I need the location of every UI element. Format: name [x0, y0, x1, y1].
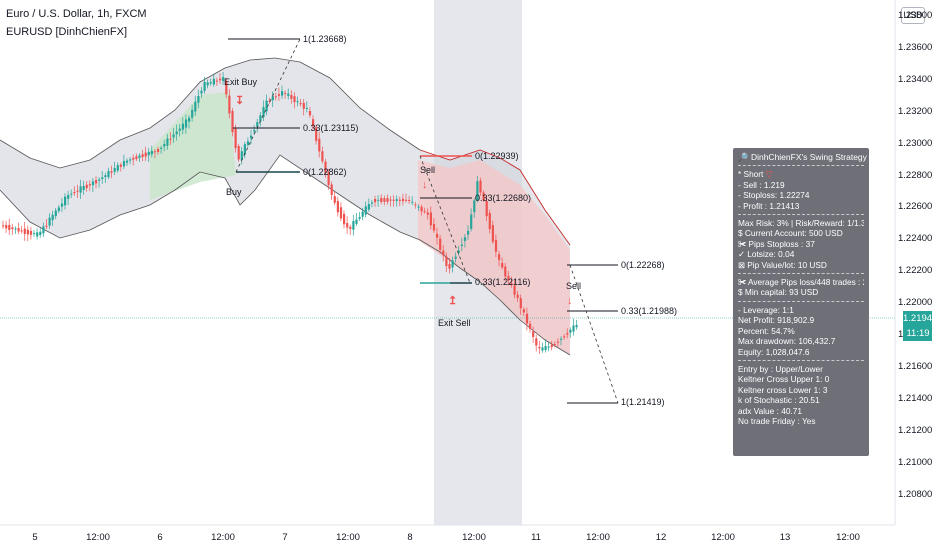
pips-stoploss-value: ✀ Pips Stoploss : 37	[738, 238, 815, 249]
time-tick: 12:00	[586, 532, 610, 543]
indicator-label[interactable]: EURUSD [DinhChienFX]	[6, 26, 128, 38]
time-tick: 5	[32, 532, 38, 543]
arrow-down-icon: ↓	[567, 295, 573, 307]
fib-label: 0.33(1.21988)	[621, 306, 678, 316]
price-tick: 1.23800	[898, 10, 932, 21]
equity-value: Equity: 1,028,047.6	[738, 346, 810, 357]
fib-label: 1(1.23668)	[303, 34, 347, 44]
time-tick: 12:00	[336, 532, 360, 543]
sell-label: Sell	[566, 281, 582, 291]
account-value: $ Current Account: 500 USD	[738, 228, 843, 239]
buy-label: Buy	[226, 187, 242, 197]
risk-value: Max Risk: 3% | Risk/Reward: 1/1.3	[738, 218, 864, 229]
time-tick: 8	[407, 532, 413, 543]
adx-value: adx Value : 40.71	[738, 405, 802, 416]
sell-label: Sell	[420, 165, 436, 175]
time-tick: 12:00	[711, 532, 735, 543]
strategy-panel: 🔎 DinhChienFX's Swing Strategy * Short ▽…	[733, 148, 869, 456]
price-tick: 1.20800	[898, 488, 932, 500]
arrow-up-icon: ↥	[448, 295, 458, 307]
keltner-lower-value: Keltner cross Lower 1: 3	[738, 384, 828, 395]
price-tick: 1.22200	[898, 265, 932, 277]
lotsize-value: ✓ Lotsize: 0.04	[738, 249, 795, 260]
time-tick: 12:00	[211, 532, 235, 543]
time-tick: 12:00	[462, 532, 486, 543]
stoch-value: k of Stochastic : 20.51	[738, 395, 820, 406]
leverage-value: - Leverage: 1:1	[738, 304, 794, 315]
panel-title: 🔎 DinhChienFX's Swing Strategy	[738, 152, 867, 162]
price-tick: 1.22400	[898, 233, 932, 245]
arrow-down-icon: ↧	[235, 95, 245, 107]
fib-label: 0.33(1.22680)	[475, 193, 532, 203]
sell-value: - Sell : 1.219	[738, 179, 785, 190]
fib-label: 0(1.22939)	[475, 151, 519, 161]
pip-value: ⊠ Pip Value/lot: 10 USD	[738, 259, 827, 270]
fib-label: 1(1.21419)	[621, 397, 665, 407]
triangle-down-icon: ▽	[765, 169, 773, 180]
entry-value: Entry by : Upper/Lower	[738, 363, 823, 374]
price-tick: 1.21600	[898, 360, 932, 372]
chart-title: Euro / U.S. Dollar, 1h, FXCM	[6, 8, 147, 20]
time-tick: 12:00	[86, 532, 110, 543]
keltner-band	[0, 57, 571, 356]
fib-label: 0(1.22862)	[303, 167, 347, 177]
arrow-down-icon: ↓	[422, 179, 428, 191]
price-tick: 1.23000	[898, 137, 932, 149]
candles	[2, 72, 578, 355]
fib-label: 0.33(1.23115)	[303, 123, 359, 133]
price-tick: 1.21000	[898, 456, 932, 468]
fib-label: 0(1.22268)	[621, 260, 665, 270]
price-tick: 1.23400	[898, 73, 932, 85]
time-tick: 7	[282, 532, 288, 543]
price-tick: 1.21400	[898, 392, 932, 404]
exit-buy-label: Exit Buy	[224, 77, 258, 87]
profit-value: - Profit : 1.21413	[738, 200, 800, 211]
stoploss-value: - Stoploss: 1.22274	[738, 190, 810, 201]
time-tick: 11	[531, 532, 541, 543]
price-tick: 1.23200	[898, 105, 932, 117]
net-profit-value: Net Profit: 918,902.9	[738, 315, 815, 326]
time-tick: 13	[779, 532, 791, 543]
price-tick: 1.22000	[898, 297, 932, 309]
price-tick: 1.23600	[898, 41, 932, 53]
percent-value: Percent: 54.7%	[738, 325, 795, 336]
drawdown-value: Max drawdown: 106,432.7	[738, 336, 836, 347]
time-tick: 6	[157, 532, 163, 543]
fib-label: 0.33(1.22116)	[475, 277, 531, 287]
countdown-tag: 11:19	[903, 326, 932, 341]
price-tick: 1.22600	[898, 201, 932, 213]
exit-sell-label: Exit Sell	[438, 318, 471, 328]
last-price-tag: 1.21947	[903, 311, 932, 326]
fib-lines	[228, 38, 619, 404]
avg-pips-value: ✀ Average Pips loss/448 trades : 28	[738, 277, 864, 288]
position-label: * Short	[738, 169, 764, 180]
friday-value: No trade Friday : Yes	[738, 415, 816, 426]
currency-button[interactable]: USD	[901, 7, 925, 24]
price-tick: 1.22800	[898, 169, 932, 181]
time-tick: 12:00	[836, 532, 860, 543]
min-capital-value: $ Min capital: 93 USD	[738, 287, 819, 298]
time-tick: 12	[655, 532, 667, 543]
keltner-upper-value: Keltner Cross Upper 1: 0	[738, 374, 830, 385]
price-tick: 1.21200	[898, 424, 932, 436]
